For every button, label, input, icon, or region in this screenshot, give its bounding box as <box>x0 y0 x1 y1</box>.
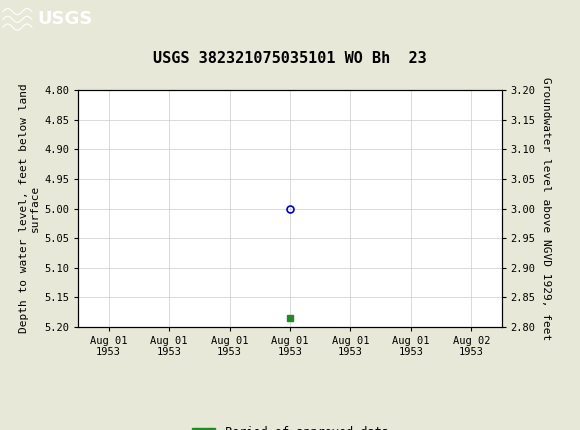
Legend: Period of approved data: Period of approved data <box>187 421 393 430</box>
Text: USGS: USGS <box>38 10 93 28</box>
Text: USGS 382321075035101 WO Bh  23: USGS 382321075035101 WO Bh 23 <box>153 51 427 65</box>
Y-axis label: Groundwater level above NGVD 1929, feet: Groundwater level above NGVD 1929, feet <box>541 77 551 340</box>
Y-axis label: Depth to water level, feet below land
surface: Depth to water level, feet below land su… <box>19 84 40 333</box>
